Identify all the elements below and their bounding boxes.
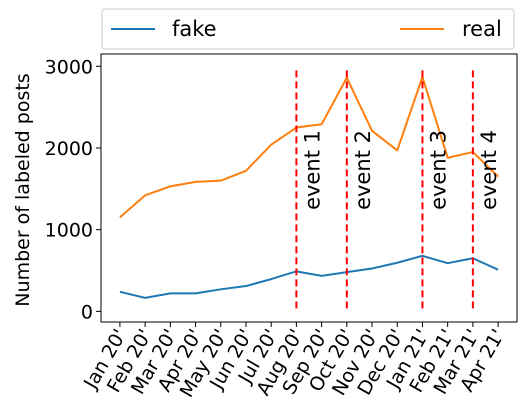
y-tick-label-1000: 1000 bbox=[45, 220, 93, 242]
legend-label-fake: fake bbox=[172, 17, 217, 41]
y-tick-label-2000: 2000 bbox=[45, 138, 93, 160]
legend-box bbox=[101, 8, 515, 50]
event-label-3: event 3 bbox=[426, 130, 450, 210]
event-label-1: event 1 bbox=[300, 130, 324, 210]
plot-area: event 1 event 2 event 3 event 4 0 1000 2000 300… bbox=[45, 53, 518, 401]
event-label-4: event 4 bbox=[477, 130, 501, 210]
legend: fake real bbox=[101, 8, 515, 50]
series-line-fake bbox=[119, 254, 499, 299]
legend-label-real: real bbox=[462, 17, 502, 41]
y-tick-label-3000: 3000 bbox=[45, 56, 93, 78]
plot-frame bbox=[100, 53, 518, 323]
y-axis-label: Number of labeled posts bbox=[12, 73, 34, 306]
y-tick-label-0: 0 bbox=[81, 301, 93, 323]
event-label-2: event 2 bbox=[351, 130, 375, 210]
series-line-real bbox=[119, 75, 499, 219]
